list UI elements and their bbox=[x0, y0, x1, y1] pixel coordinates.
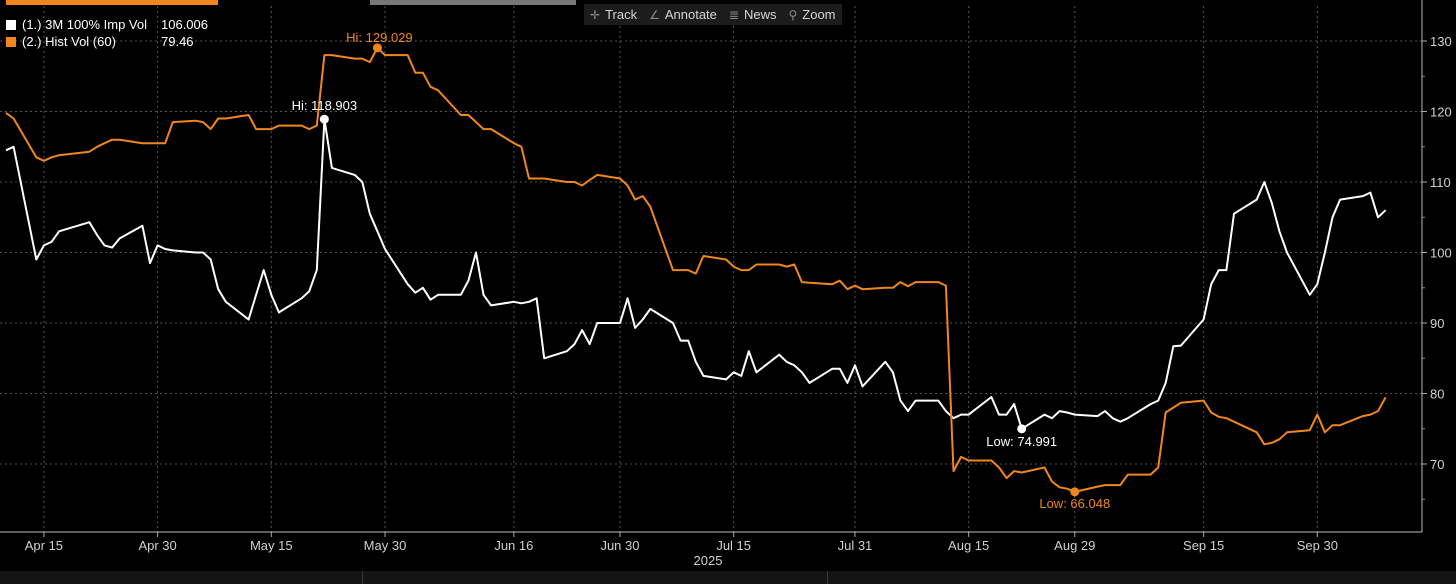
legend-label: (2.) Hist Vol (60) bbox=[22, 34, 116, 49]
hi-label: Hi: 118.903 bbox=[292, 98, 358, 113]
legend-item-hist-vol[interactable]: (2.) Hist Vol (60) 79.46 bbox=[6, 33, 208, 50]
legend-label: (1.) 3M 100% Imp Vol bbox=[22, 17, 147, 32]
legend-swatch-white bbox=[6, 19, 16, 30]
annotate-label: Annotate bbox=[664, 7, 717, 22]
x-tick-label: Sep 15 bbox=[1183, 538, 1224, 553]
markers-layer: Hi: 118.903 Low: 74.991 Hi: 129.029 Low: 66… bbox=[292, 30, 1111, 511]
series-layer bbox=[5, 46, 1387, 493]
y-tick-label: 100 bbox=[1430, 246, 1452, 261]
x-tick-label: May 15 bbox=[250, 538, 293, 553]
x-tick-label: Apr 15 bbox=[25, 538, 63, 553]
legend-value: 79.46 bbox=[161, 34, 194, 49]
header-tab-gray[interactable] bbox=[370, 0, 576, 5]
series-line-2[interactable] bbox=[5, 46, 1387, 493]
y-tick-label: 130 bbox=[1430, 34, 1452, 49]
bottom-divider bbox=[362, 571, 363, 584]
x-tick-label: May 30 bbox=[364, 538, 407, 553]
pencil-icon: ∠ bbox=[649, 7, 660, 22]
legend-swatch-orange bbox=[6, 36, 16, 47]
hi-marker[interactable] bbox=[319, 114, 329, 124]
track-button[interactable]: ✛ Track bbox=[584, 4, 643, 25]
legend-item-implied-vol[interactable]: (1.) 3M 100% Imp Vol 106.006 bbox=[6, 16, 208, 33]
y-tick-label: 70 bbox=[1430, 457, 1444, 472]
series-line-1[interactable] bbox=[5, 118, 1387, 430]
low-marker[interactable] bbox=[1070, 487, 1080, 497]
zoom-button[interactable]: ⚲ Zoom bbox=[782, 4, 841, 25]
y-tick-label: 110 bbox=[1430, 175, 1451, 190]
y-tick-label: 120 bbox=[1430, 105, 1452, 120]
crosshair-icon: ✛ bbox=[590, 7, 601, 22]
axes: Apr 15 Apr 30 May 15 May 30 Jun 16 Jun 30 Jul … bbox=[0, 0, 1452, 568]
x-tick-label: Jul 31 bbox=[838, 538, 873, 553]
legend: (1.) 3M 100% Imp Vol 106.006 (2.) Hist V… bbox=[6, 16, 208, 50]
bottom-divider bbox=[827, 571, 828, 584]
news-label: News bbox=[743, 7, 777, 22]
news-icon: ≣ bbox=[728, 7, 739, 22]
news-button[interactable]: ≣ News bbox=[723, 4, 783, 25]
y-tick-label: 80 bbox=[1430, 387, 1444, 402]
header-tab-orange[interactable] bbox=[6, 0, 218, 5]
legend-value: 106.006 bbox=[161, 17, 208, 32]
zoom-label: Zoom bbox=[802, 7, 836, 22]
low-label: Low: 74.991 bbox=[986, 434, 1057, 449]
x-tick-label: Aug 29 bbox=[1054, 538, 1095, 553]
low-label: Low: 66.048 bbox=[1039, 496, 1110, 511]
x-tick-label: Sep 30 bbox=[1297, 538, 1338, 553]
track-label: Track bbox=[605, 7, 638, 22]
year-label: 2025 bbox=[694, 553, 723, 568]
x-tick-label: Jun 30 bbox=[600, 538, 639, 553]
x-tick-label: Apr 30 bbox=[138, 538, 176, 553]
hi-marker[interactable] bbox=[372, 43, 382, 53]
x-tick-label: Jun 16 bbox=[494, 538, 533, 553]
x-tick-label: Jul 15 bbox=[716, 538, 751, 553]
magnifier-icon: ⚲ bbox=[788, 7, 798, 22]
low-marker[interactable] bbox=[1017, 424, 1027, 434]
bottom-strip bbox=[0, 571, 1456, 584]
hi-label: Hi: 129.029 bbox=[346, 30, 413, 45]
grid bbox=[0, 6, 1422, 532]
y-tick-label: 90 bbox=[1430, 316, 1444, 331]
chart-toolbar: ✛ Track ∠ Annotate ≣ News ⚲ Zoom bbox=[584, 4, 842, 25]
x-tick-label: Aug 15 bbox=[948, 538, 989, 553]
annotate-button[interactable]: ∠ Annotate bbox=[643, 4, 723, 25]
